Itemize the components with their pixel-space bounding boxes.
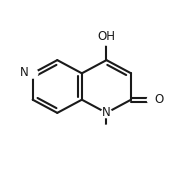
Text: N: N: [102, 106, 111, 119]
Circle shape: [101, 108, 112, 118]
Text: N: N: [20, 66, 29, 79]
Circle shape: [28, 69, 38, 78]
Text: O: O: [154, 93, 163, 106]
Text: OH: OH: [97, 30, 116, 43]
Circle shape: [101, 36, 112, 45]
Circle shape: [101, 125, 112, 135]
Circle shape: [147, 95, 158, 104]
